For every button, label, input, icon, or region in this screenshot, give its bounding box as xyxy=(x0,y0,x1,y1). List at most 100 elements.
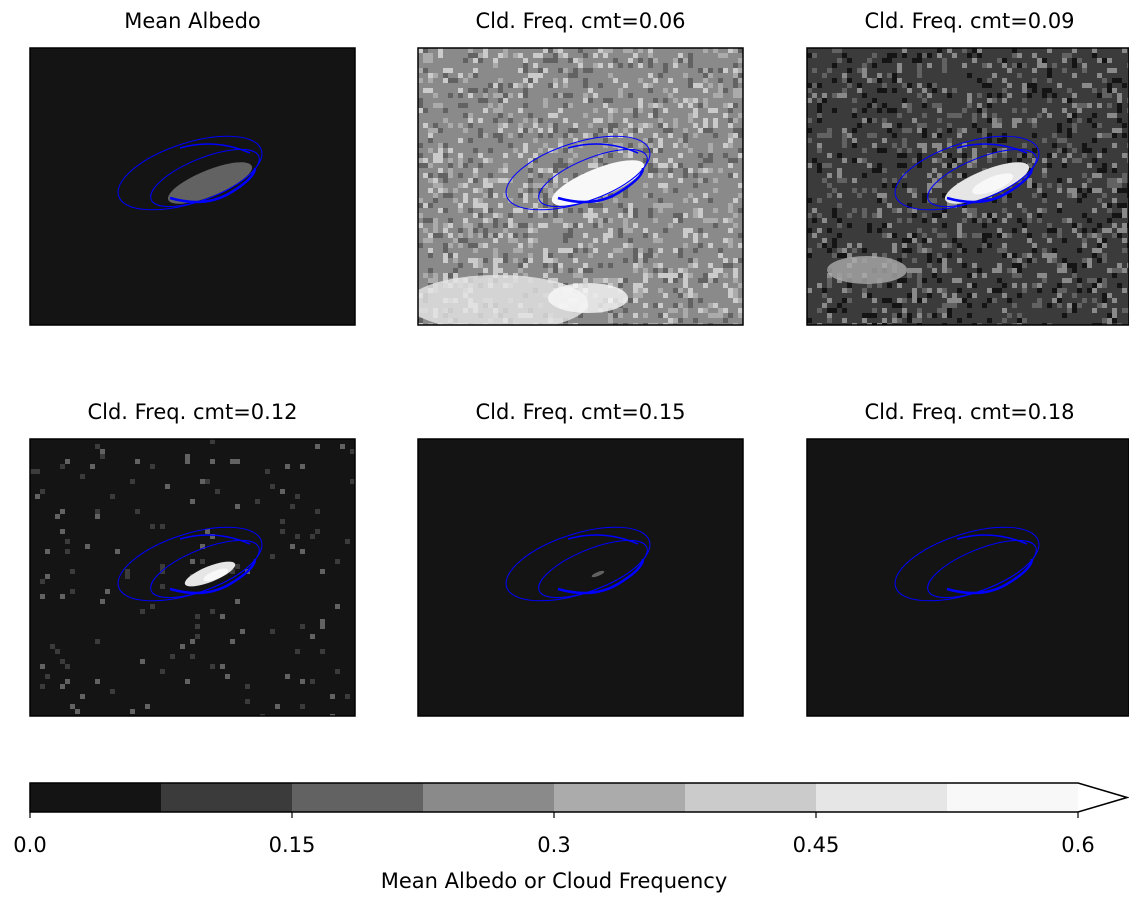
map-cell xyxy=(957,223,962,228)
map-cell xyxy=(1112,88,1117,93)
map-cell xyxy=(1067,218,1072,223)
map-cell xyxy=(473,213,478,218)
map-cell xyxy=(493,258,498,263)
map-cell xyxy=(548,208,553,213)
map-cell xyxy=(972,113,977,118)
map-cell xyxy=(483,203,488,208)
map-cell xyxy=(733,288,738,293)
map-cell xyxy=(418,318,423,323)
map-cell xyxy=(1127,108,1129,113)
map-cell xyxy=(917,248,922,253)
map-cell xyxy=(533,238,538,243)
map-cell xyxy=(1097,58,1102,63)
map-cell xyxy=(1057,183,1062,188)
map-cell xyxy=(952,303,957,308)
map-cell xyxy=(827,298,832,303)
map-cell xyxy=(942,208,947,213)
map-cell xyxy=(1102,148,1107,153)
map-cell xyxy=(927,248,932,253)
map-cell xyxy=(688,113,693,118)
map-cell xyxy=(185,454,190,459)
map-cell xyxy=(563,163,568,168)
map-cell xyxy=(458,153,463,158)
map-cell xyxy=(1097,323,1102,325)
map-cell xyxy=(728,263,733,268)
map-cell xyxy=(633,323,638,325)
map-cell xyxy=(817,213,822,218)
map-cell xyxy=(892,243,897,248)
map-cell xyxy=(433,103,438,108)
map-cell xyxy=(608,283,613,288)
map-cell xyxy=(428,78,433,83)
map-cell xyxy=(543,98,548,103)
map-cell xyxy=(693,208,698,213)
map-cell xyxy=(458,263,463,268)
map-cell xyxy=(1097,243,1102,248)
map-cell xyxy=(453,258,458,263)
map-cell xyxy=(992,98,997,103)
map-cell xyxy=(857,68,862,73)
map-cell xyxy=(503,153,508,158)
map-cell xyxy=(523,118,528,123)
map-cell xyxy=(907,233,912,238)
map-cell xyxy=(533,153,538,158)
map-cell xyxy=(807,248,812,253)
map-cell xyxy=(987,158,992,163)
map-cell xyxy=(423,173,428,178)
map-cell xyxy=(433,223,438,228)
map-cell xyxy=(235,504,240,509)
map-cell xyxy=(658,143,663,148)
map-cell xyxy=(448,93,453,98)
map-cell xyxy=(648,213,653,218)
map-cell xyxy=(663,323,668,325)
map-cell xyxy=(553,163,558,168)
map-cell xyxy=(922,143,927,148)
map-cell xyxy=(728,228,733,233)
map-cell xyxy=(448,163,453,168)
map-cell xyxy=(448,218,453,223)
map-cell xyxy=(852,138,857,143)
map-cell xyxy=(1027,213,1032,218)
map-cell xyxy=(967,283,972,288)
map-cell xyxy=(723,53,728,58)
map-cell xyxy=(493,238,498,243)
map-cell xyxy=(678,58,683,63)
map-cell xyxy=(867,313,872,318)
map-cell xyxy=(200,559,205,564)
map-cell xyxy=(553,263,558,268)
map-cell xyxy=(573,323,578,325)
map-cell xyxy=(483,183,488,188)
map-cell xyxy=(992,298,997,303)
map-cell xyxy=(822,73,827,78)
map-cell xyxy=(1107,103,1112,108)
map-cell xyxy=(648,208,653,213)
map-cell xyxy=(1112,113,1117,118)
map-cell xyxy=(867,118,872,123)
map-cell xyxy=(643,233,648,238)
map-cell xyxy=(703,218,708,223)
map-cell xyxy=(578,313,583,318)
map-cell xyxy=(468,233,473,238)
map-cell xyxy=(942,223,947,228)
map-cell xyxy=(673,308,678,313)
map-cell xyxy=(260,714,265,716)
map-cell xyxy=(703,158,708,163)
map-cell xyxy=(673,58,678,63)
map-cell xyxy=(678,103,683,108)
map-cell xyxy=(703,278,708,283)
map-cell xyxy=(1047,78,1052,83)
map-cell xyxy=(708,68,713,73)
map-cell xyxy=(1002,153,1007,158)
map-cell xyxy=(733,298,738,303)
map-cell xyxy=(1127,63,1129,68)
map-cell xyxy=(1067,188,1072,193)
map-cell xyxy=(558,268,563,273)
map-cell xyxy=(443,143,448,148)
map-cell xyxy=(493,118,498,123)
map-cell xyxy=(703,178,708,183)
map-cell xyxy=(708,263,713,268)
map-cell xyxy=(498,128,503,133)
map-cell xyxy=(708,108,713,113)
map-cell xyxy=(812,83,817,88)
map-cell xyxy=(1002,283,1007,288)
